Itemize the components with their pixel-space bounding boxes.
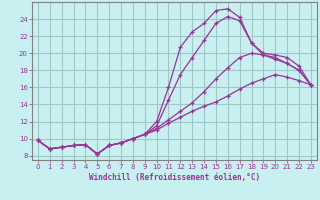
X-axis label: Windchill (Refroidissement éolien,°C): Windchill (Refroidissement éolien,°C) (89, 173, 260, 182)
